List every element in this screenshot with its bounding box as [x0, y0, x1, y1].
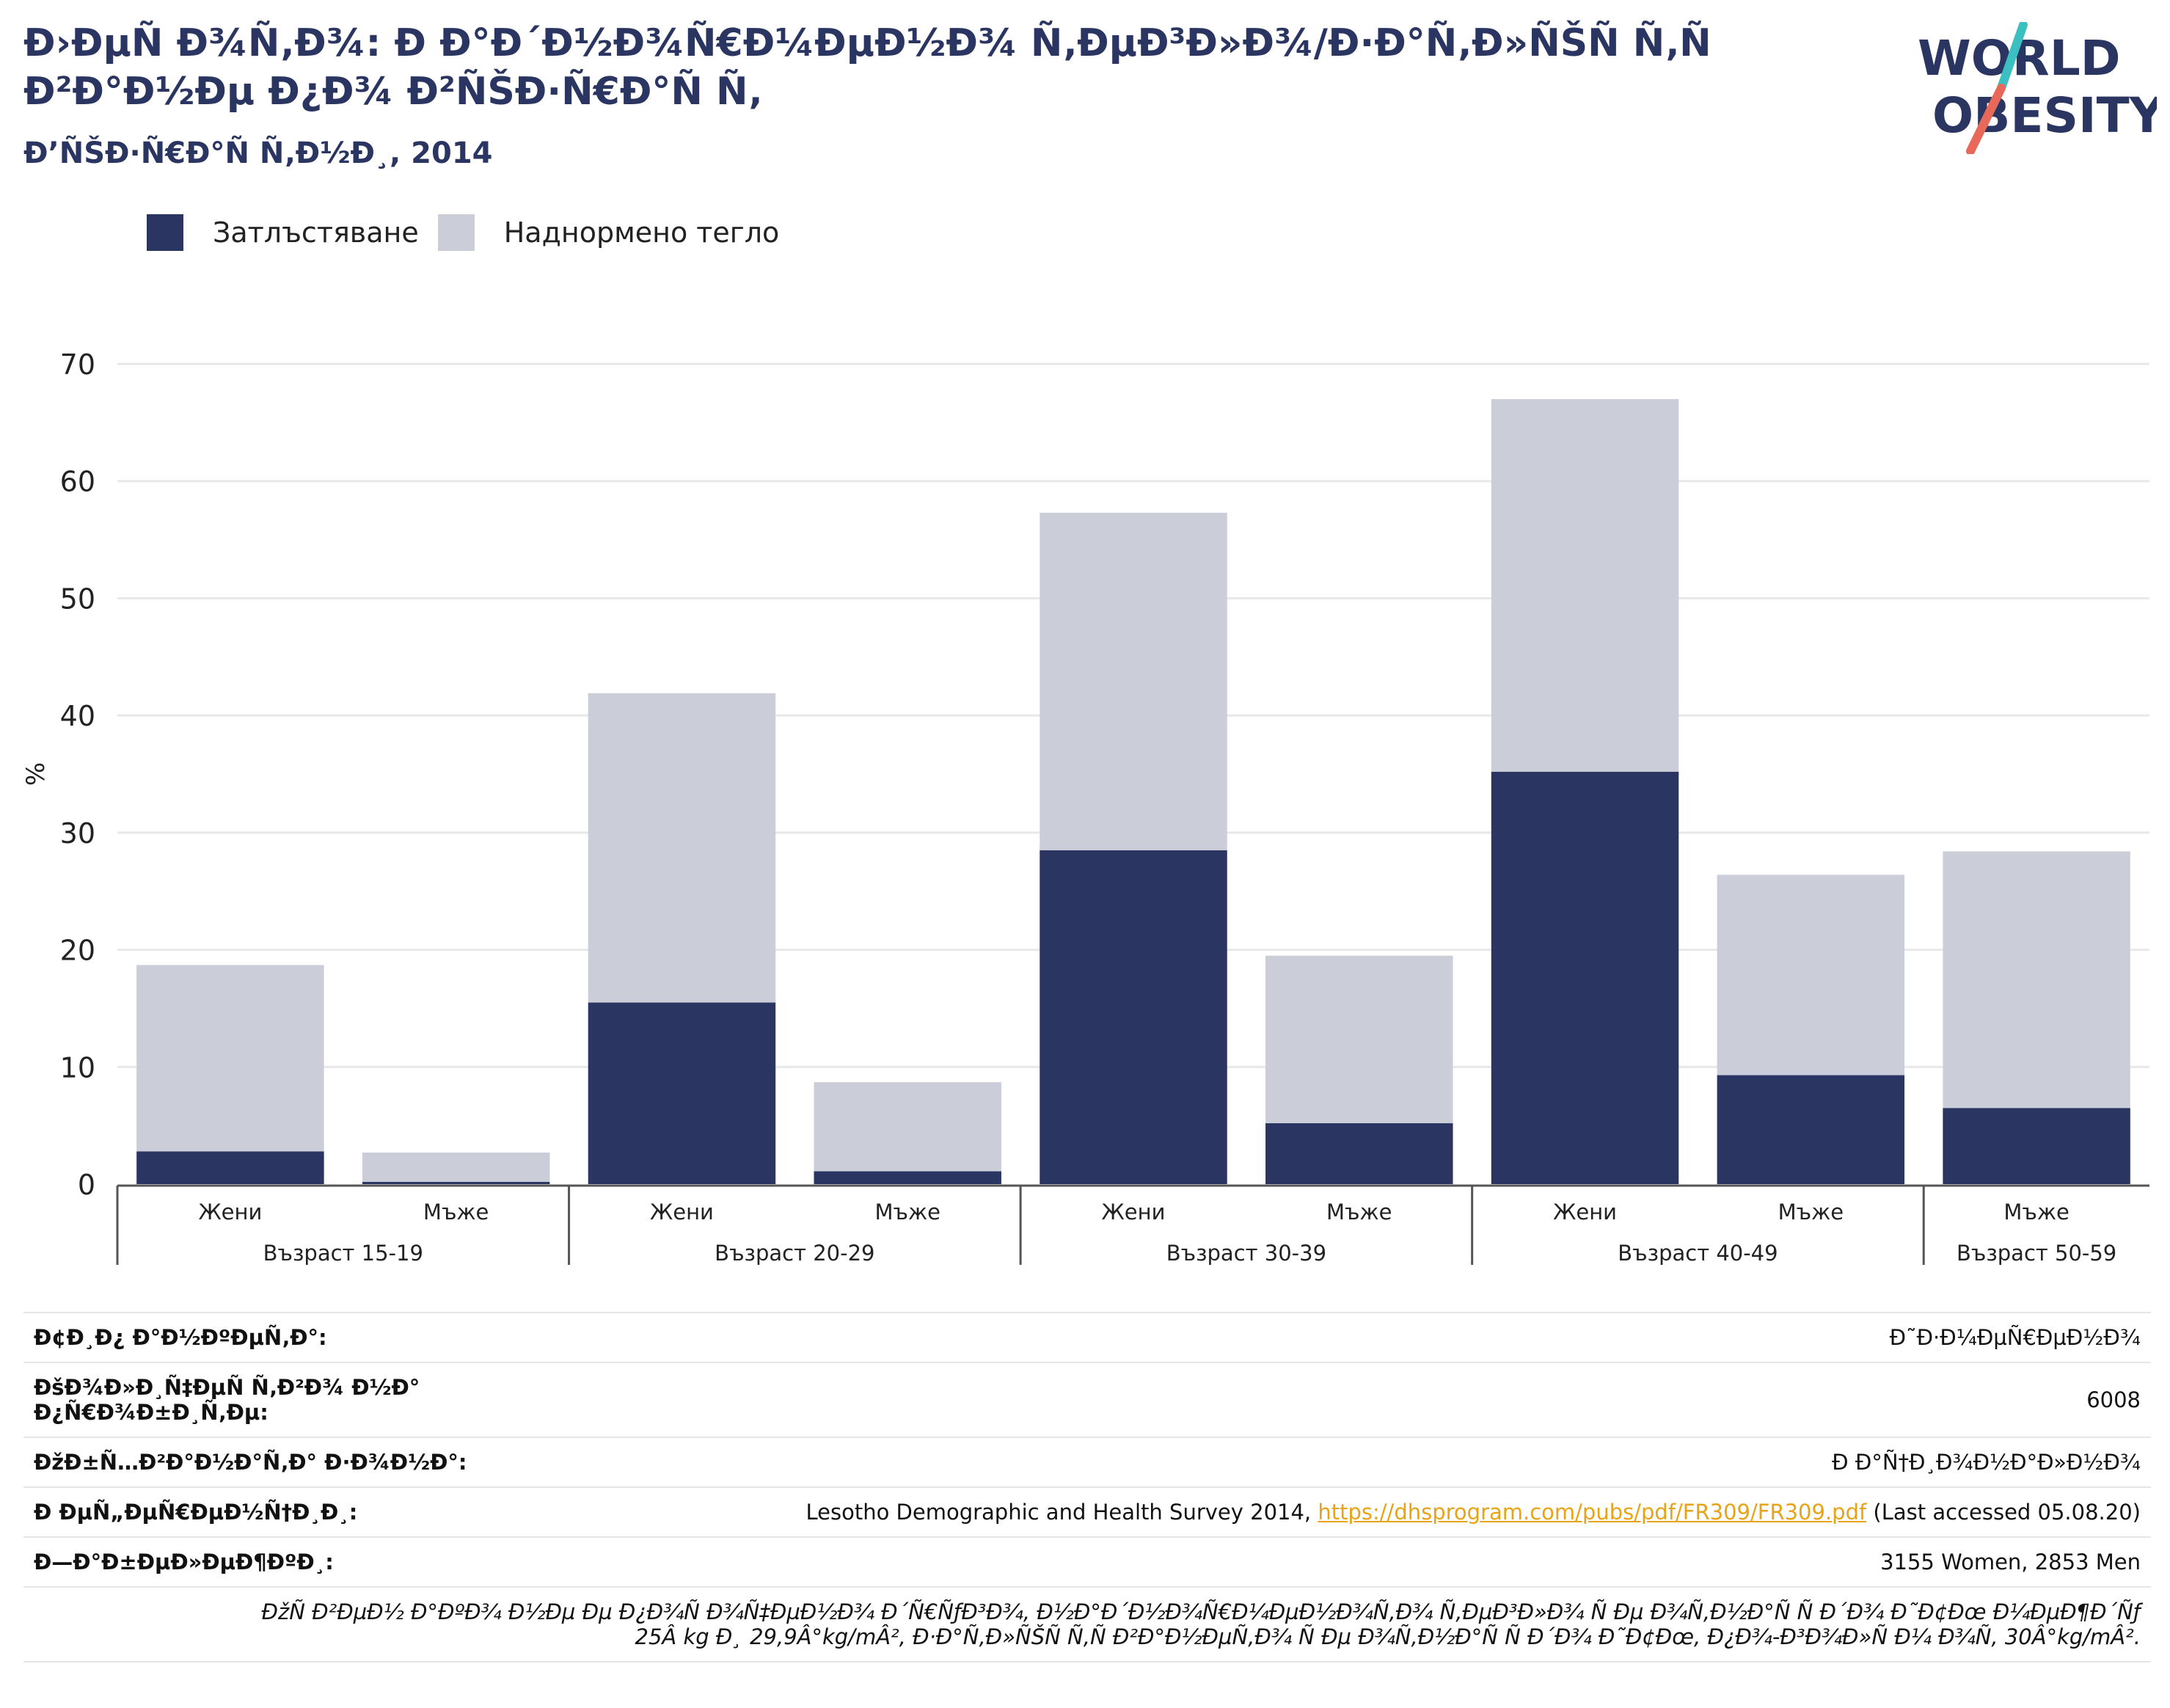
- bar-obesity: [362, 1181, 550, 1184]
- bar-overweight: [1265, 955, 1453, 1123]
- y-tick-label: 40: [60, 700, 95, 732]
- y-tick-label: 10: [60, 1051, 95, 1084]
- x-tick-label: Жени: [650, 1200, 714, 1225]
- y-tick-label: 70: [60, 348, 95, 381]
- y-tick-label: 0: [78, 1169, 95, 1201]
- group-label: Възраст 15-19: [263, 1241, 423, 1266]
- info-row-references: Ð ÐµÑ„ÐµÑ€ÐµÐ½Ñ†Ð¸Ð¸: Lesotho Demographi…: [23, 1486, 2151, 1538]
- bar-obesity: [1717, 1075, 1905, 1184]
- footnote: ÐžÑ Ð²ÐµÐ½ Ð°ÐºÐ¾ Ð½Ðµ Ðµ Ð¿Ð¾Ñ Ð¾Ñ‡ÐµÐ½…: [23, 1586, 2151, 1663]
- bar-obesity: [1943, 1108, 2130, 1184]
- info-value: Lesotho Demographic and Health Survey 20…: [514, 1486, 2151, 1538]
- logo-slash-teal: [1997, 22, 2028, 92]
- bar-obesity: [1491, 771, 1679, 1184]
- logo-slash-red: [1966, 84, 2006, 154]
- bar-obesity: [588, 1002, 776, 1184]
- x-tick-label: Мъже: [1326, 1200, 1392, 1225]
- logo-text-obesity: OBESITY: [1932, 87, 2157, 144]
- info-row-footnote: ÐžÑ Ð²ÐµÐ½ Ð°ÐºÐ¾ Ð½Ðµ Ðµ Ð¿Ð¾Ñ Ð¾Ñ‡ÐµÐ½…: [23, 1586, 2151, 1663]
- group-label: Възраст 30-39: [1166, 1241, 1326, 1266]
- y-axis-label: %: [21, 762, 51, 786]
- info-label: Ð—Ð°Ð±ÐµÐ»ÐµÐ¶ÐºÐ¸:: [23, 1536, 514, 1588]
- bar-overweight: [814, 1082, 1001, 1172]
- legend-swatch-overweight: [437, 214, 475, 251]
- bar-overweight: [1491, 398, 1679, 772]
- y-tick-label: 30: [60, 817, 95, 850]
- info-row-notes: Ð—Ð°Ð±ÐµÐ»ÐµÐ¶ÐºÐ¸: 3155 Women, 2853 Men: [23, 1536, 2151, 1588]
- bar-overweight: [1943, 851, 2130, 1109]
- y-tick-label: 20: [60, 935, 95, 967]
- info-value: 6008: [514, 1362, 2151, 1438]
- reference-suffix: (Last accessed 05.08.20): [1866, 1500, 2141, 1525]
- info-label: Ð¢Ð¸Ð¿ Ð°Ð½ÐºÐµÑ‚Ð°:: [23, 1312, 514, 1363]
- info-label: ÐšÐ¾Ð»Ð¸Ñ‡ÐµÑ Ñ‚Ð²Ð¾ Ð½Ð° Ð¿Ñ€Ð¾Ð±Ð¸Ñ‚Ðµ…: [23, 1362, 514, 1438]
- info-row-coverage: ÐžÐ±Ñ…Ð²Ð°Ð½Ð°Ñ‚Ð° Ð·Ð¾Ð½Ð°: Ð Ð°Ñ†Ð¸Ð¾Ð…: [23, 1437, 2151, 1488]
- legend-item-obesity[interactable]: Затлъстяване: [147, 214, 419, 251]
- y-tick-label: 50: [60, 583, 95, 615]
- group-label: Възраст 40-49: [1618, 1241, 1778, 1266]
- info-row-sample-size: ÐšÐ¾Ð»Ð¸Ñ‡ÐµÑ Ñ‚Ð²Ð¾ Ð½Ð° Ð¿Ñ€Ð¾Ð±Ð¸Ñ‚Ðµ…: [23, 1362, 2151, 1438]
- info-value: Ð Ð°Ñ†Ð¸Ð¾Ð½Ð°Ð»Ð½Ð¾: [514, 1437, 2151, 1488]
- footnote-line-2: 25Â kg Ð¸ 29,9Â°kg/mÂ², Ð·Ð°Ñ‚Ð»ÑŠÑ Ñ‚Ñ …: [635, 1624, 2141, 1649]
- y-tick-label: 60: [60, 466, 95, 498]
- group-label: Възраст 50-59: [1957, 1241, 2116, 1266]
- group-label: Възраст 20-29: [715, 1241, 874, 1266]
- chart-title: Ð›ÐµÑ Ð¾Ñ‚Ð¾: Ð Ð°Ð´Ð½Ð¾Ñ€Ð¼ÐµÐ½Ð¾ Ñ‚ÐµÐ…: [23, 21, 1711, 114]
- info-label: ÐžÐ±Ñ…Ð²Ð°Ð½Ð°Ñ‚Ð° Ð·Ð¾Ð½Ð°:: [23, 1437, 514, 1488]
- x-tick-label: Жени: [1553, 1200, 1617, 1225]
- x-tick-label: Мъже: [423, 1200, 489, 1225]
- bar-overweight: [1717, 875, 1905, 1076]
- chart-subtitle: Ð’ÑŠÐ·Ñ€Ð°Ñ Ñ‚Ð½Ð¸, 2014: [23, 136, 493, 170]
- bar-obesity: [1265, 1123, 1453, 1184]
- info-value: Ð˜Ð·Ð¼ÐµÑ€ÐµÐ½Ð¾: [514, 1312, 2151, 1363]
- info-row-survey-type: Ð¢Ð¸Ð¿ Ð°Ð½ÐºÐµÑ‚Ð°: Ð˜Ð·Ð¼ÐµÑ€ÐµÐ½Ð¾: [23, 1312, 2151, 1363]
- bar-obesity: [1040, 850, 1227, 1184]
- x-tick-label: Мъже: [2003, 1200, 2069, 1225]
- x-tick-label: Мъже: [1778, 1200, 1844, 1225]
- x-tick-label: Жени: [1102, 1200, 1166, 1225]
- bar-overweight: [588, 693, 776, 1003]
- legend-label-obesity: Затлъстяване: [213, 216, 419, 249]
- reference-text: Lesotho Demographic and Health Survey 20…: [805, 1500, 1318, 1525]
- bar-chart: 0 10 20 30 40 50 60 70% Жени Мъже Жени Мъже Жени Мъже…: [21, 348, 2149, 1266]
- footnote-line-1: ÐžÑ Ð²ÐµÐ½ Ð°ÐºÐ¾ Ð½Ðµ Ðµ Ð¿Ð¾Ñ Ð¾Ñ‡ÐµÐ½…: [261, 1599, 2141, 1624]
- bar-overweight: [136, 965, 324, 1152]
- bar-obesity: [814, 1171, 1001, 1184]
- survey-info-table: Ð¢Ð¸Ð¿ Ð°Ð½ÐºÐµÑ‚Ð°: Ð˜Ð·Ð¼ÐµÑ€ÐµÐ½Ð¾ Ðš…: [23, 1312, 2151, 1663]
- info-label: Ð ÐµÑ„ÐµÑ€ÐµÐ½Ñ†Ð¸Ð¸:: [23, 1486, 514, 1538]
- info-value: 3155 Women, 2853 Men: [514, 1536, 2151, 1588]
- x-tick-label: Жени: [198, 1200, 262, 1225]
- x-tick-label: Мъже: [874, 1200, 940, 1225]
- legend-item-overweight[interactable]: Наднормено тегло: [437, 214, 780, 251]
- bar-overweight: [1040, 512, 1227, 850]
- world-obesity-logo: WORLD OBESITY: [1918, 22, 2157, 154]
- reference-link[interactable]: https://dhsprogram.com/pubs/pdf/FR309/FR…: [1318, 1500, 1867, 1525]
- bar-obesity: [136, 1151, 324, 1184]
- bar-overweight: [362, 1152, 550, 1182]
- legend-label-overweight: Наднормено тегло: [503, 216, 780, 249]
- chart-legend: Затлъстяване Наднормено тегло: [147, 214, 798, 251]
- legend-swatch-obesity: [147, 214, 183, 251]
